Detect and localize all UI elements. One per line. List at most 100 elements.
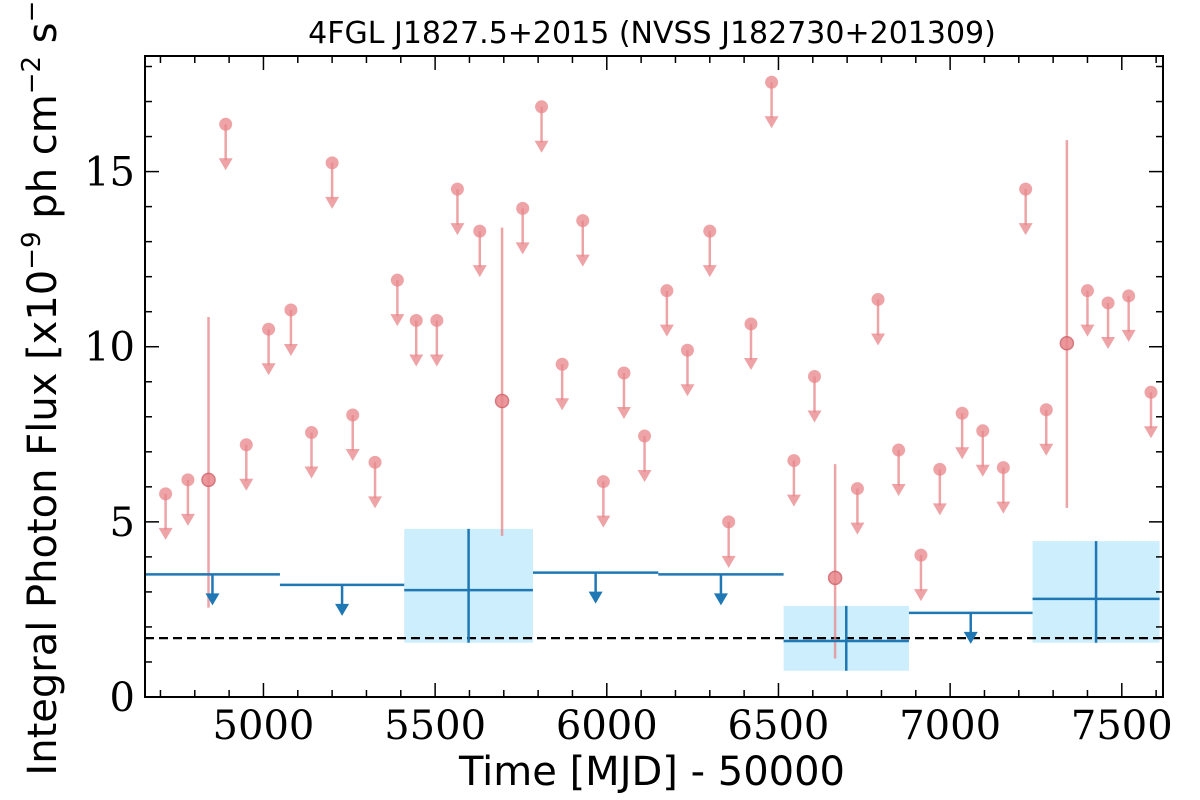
short-bin-upper-limit-arrow (1018, 223, 1033, 236)
short-bin-upper-limit-point (744, 317, 758, 331)
y-axis-label-part3: s (20, 22, 66, 56)
short-bin-upper-limit-point (1080, 284, 1094, 298)
short-bin-upper-limit-point (450, 182, 464, 196)
long-bin-upper-limit-arrow (588, 591, 603, 604)
short-bin-upper-limit-point (765, 75, 779, 89)
chart-title: 4FGL J1827.5+2015 (NVSS J182730+201309) (308, 16, 996, 51)
y-axis-label-part1: Integral Photon Flux [x10 (20, 270, 66, 776)
x-tick-label: 6000 (556, 703, 658, 749)
short-bin-upper-limit-point (368, 455, 382, 469)
short-bin-upper-limit-arrow (1143, 426, 1158, 439)
x-tick-label: 5500 (384, 703, 486, 749)
short-bin-upper-limit-arrow (534, 140, 549, 153)
short-bin-upper-limit-point (660, 284, 674, 298)
short-bin-upper-limit-point (996, 461, 1010, 475)
short-bin-upper-limit-point (219, 117, 233, 131)
short-bin-detection-point (1059, 335, 1075, 351)
short-bin-upper-limit-arrow (261, 363, 276, 376)
short-bin-upper-limit-arrow (616, 406, 631, 419)
short-bin-upper-limit-arrow (429, 354, 444, 367)
short-bin-upper-limit-point (722, 515, 736, 529)
short-bin-upper-limit-point (262, 322, 276, 336)
x-tick-label: 6500 (728, 703, 830, 749)
short-bin-upper-limit-arrow (158, 527, 173, 540)
short-bin-upper-limit-arrow (764, 116, 779, 129)
short-bin-upper-limit-arrow (1121, 329, 1136, 342)
short-bin-upper-limit-point (409, 313, 423, 327)
short-bin-upper-limit-point (305, 426, 319, 440)
long-bin-series (145, 528, 1160, 671)
long-bin-upper-limit-arrow (335, 603, 350, 616)
short-bin-upper-limit-arrow (786, 494, 801, 507)
y-axis-label-exp3: −1 (17, 0, 47, 22)
short-bin-upper-limit-point (596, 475, 610, 489)
short-bin-detection-point (494, 393, 510, 409)
short-bin-upper-limit-point (638, 429, 652, 443)
short-bin-detection-point (201, 472, 216, 488)
short-bin-upper-limit-arrow (304, 466, 319, 479)
x-tick-label: 5000 (213, 703, 315, 749)
short-bin-upper-limit-arrow (913, 589, 928, 602)
y-axis-label-part2: ph cm (20, 94, 66, 231)
short-bin-detection-point (827, 570, 843, 586)
short-bin-upper-limit-arrow (659, 324, 674, 337)
short-bin-upper-limit-arrow (239, 478, 254, 491)
short-bin-upper-limit-point (703, 224, 717, 238)
short-bin-upper-limit-point (390, 273, 404, 287)
short-bin-upper-limit-arrow (1101, 336, 1116, 349)
short-bin-upper-limit-point (1101, 296, 1115, 310)
x-tick-label: 7000 (899, 703, 1001, 749)
short-bin-upper-limit-point (850, 482, 864, 496)
y-tick-label: 5 (110, 500, 135, 546)
short-bin-upper-limit-point (325, 156, 339, 170)
short-bin-upper-limit-arrow (637, 470, 652, 483)
short-bin-upper-limit-arrow (721, 555, 736, 568)
short-bin-upper-limit-arrow (891, 484, 906, 497)
short-bin-upper-limit-arrow (325, 196, 340, 209)
short-bin-upper-limit-arrow (1039, 443, 1054, 456)
plot-frame (144, 55, 1164, 698)
short-bin-upper-limit-point (1144, 385, 1158, 399)
short-bin-upper-limit-point (787, 454, 801, 468)
short-bin-upper-limit-arrow (702, 265, 717, 278)
short-bin-upper-limit-point (284, 303, 298, 317)
x-axis-label: Time [MJD] - 50000 (458, 749, 845, 795)
axis-ticks (145, 56, 1163, 698)
short-bin-upper-limit-arrow (996, 501, 1011, 514)
short-bin-upper-limit-arrow (555, 398, 570, 411)
short-bin-upper-limit-arrow (807, 410, 822, 423)
short-bin-upper-limit-arrow (283, 343, 298, 356)
short-bin-upper-limit-arrow (680, 384, 695, 397)
short-bin-upper-limit-point (617, 366, 631, 380)
short-bin-upper-limit-point (430, 313, 444, 327)
short-bin-upper-limit-point (976, 424, 990, 438)
short-bin-upper-limit-point (159, 487, 173, 501)
short-bin-upper-limit-arrow (472, 265, 487, 278)
short-bin-upper-limit-arrow (955, 447, 970, 460)
short-bin-upper-limit-arrow (450, 223, 465, 236)
short-bin-upper-limit-arrow (180, 513, 195, 526)
short-bin-upper-limit-point (892, 443, 906, 457)
short-bin-upper-limit-point (576, 214, 590, 228)
short-bin-upper-limit-point (535, 100, 549, 114)
short-bin-upper-limit-point (680, 343, 694, 357)
short-bin-upper-limit-arrow (1080, 324, 1095, 337)
short-bin-upper-limit-point (1019, 182, 1033, 196)
short-bin-upper-limit-point (473, 224, 487, 238)
short-bin-upper-limit-point (555, 357, 569, 371)
y-tick-label: 0 (110, 675, 135, 721)
short-bin-upper-limit-arrow (743, 357, 758, 370)
short-bin-upper-limit-point (914, 548, 928, 562)
short-bin-upper-limit-point (1039, 403, 1053, 417)
short-bin-upper-limit-point (346, 408, 360, 422)
long-bin-upper-limit-arrow (713, 593, 728, 606)
long-bin-upper-limit-arrow (205, 593, 220, 606)
short-bin-upper-limit-point (955, 406, 969, 420)
short-bin-upper-limit-point (1122, 289, 1136, 303)
short-bin-upper-limit-point (239, 438, 253, 452)
y-tick-label: 15 (84, 150, 135, 196)
y-axis-label-exp1: −9 (17, 231, 47, 269)
short-bin-upper-limit-point (871, 292, 885, 306)
short-bin-upper-limit-arrow (368, 496, 383, 509)
short-bin-upper-limit-point (933, 462, 947, 476)
